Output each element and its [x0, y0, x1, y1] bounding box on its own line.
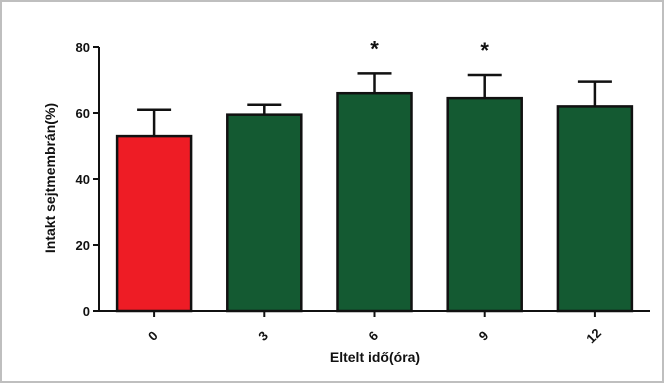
y-tick-label: 40: [76, 172, 90, 187]
error-bars-layer: [137, 72, 612, 137]
y-tick-label: 60: [76, 106, 90, 121]
x-axis-title: Eltelt idő(óra): [330, 349, 420, 365]
x-ticks-layer: 0 3 6 9 12: [145, 311, 604, 346]
y-tick-label: 20: [76, 238, 90, 253]
x-tick-label: 12: [583, 325, 604, 346]
bar: [446, 96, 523, 313]
y-axis-title: Intakt sejtmembrán(%): [42, 103, 58, 253]
bar: [115, 134, 193, 313]
x-tick-label: 3: [255, 328, 271, 344]
y-ticks-layer: 0 20 40 60 80: [76, 40, 99, 319]
significance-marker: *: [370, 36, 379, 61]
x-tick-label: 9: [476, 328, 492, 344]
bar: [556, 105, 634, 313]
bar: [226, 113, 303, 313]
bar: [336, 91, 413, 313]
bars-layer: [115, 91, 634, 313]
annotations-layer: * *: [370, 36, 489, 63]
significance-marker: *: [480, 38, 489, 63]
x-tick-label: 0: [145, 328, 161, 344]
x-tick-label: 6: [365, 328, 381, 344]
y-tick-label: 0: [83, 304, 90, 319]
y-tick-label: 80: [76, 40, 90, 55]
